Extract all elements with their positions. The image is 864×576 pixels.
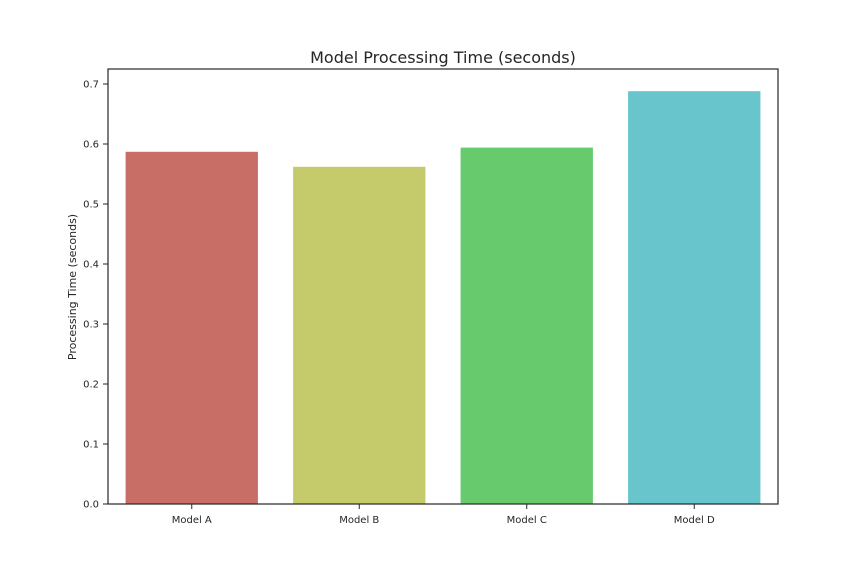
y-axis-label: Processing Time (seconds) (66, 214, 79, 360)
x-axis-ticks: Model A Model B Model C Model D (172, 504, 715, 526)
bar-model-c (460, 147, 593, 504)
y-tick-label: 0.3 (83, 320, 99, 331)
y-tick-label: 0.1 (83, 440, 99, 451)
y-axis-ticks: 0.0 0.1 0.2 0.3 0.4 0.5 0.6 0.7 (83, 80, 108, 511)
x-tick-label: Model D (674, 515, 715, 526)
y-tick-label: 0.2 (83, 380, 99, 391)
bar-model-a (125, 151, 258, 505)
bars (125, 91, 761, 505)
y-tick-label: 0.4 (83, 260, 99, 271)
x-tick-label: Model A (172, 515, 212, 526)
bar-model-d (628, 91, 761, 504)
y-tick-label: 0.0 (83, 500, 99, 511)
axes-frame (107, 68, 779, 505)
chart-title: Model Processing Time (seconds) (310, 48, 576, 67)
x-tick-label: Model B (339, 515, 379, 526)
y-tick-label: 0.5 (83, 200, 99, 211)
x-tick-label: Model C (507, 515, 547, 526)
y-tick-label: 0.7 (83, 80, 99, 91)
bar-model-b (293, 166, 426, 505)
y-tick-label: 0.6 (83, 140, 99, 151)
